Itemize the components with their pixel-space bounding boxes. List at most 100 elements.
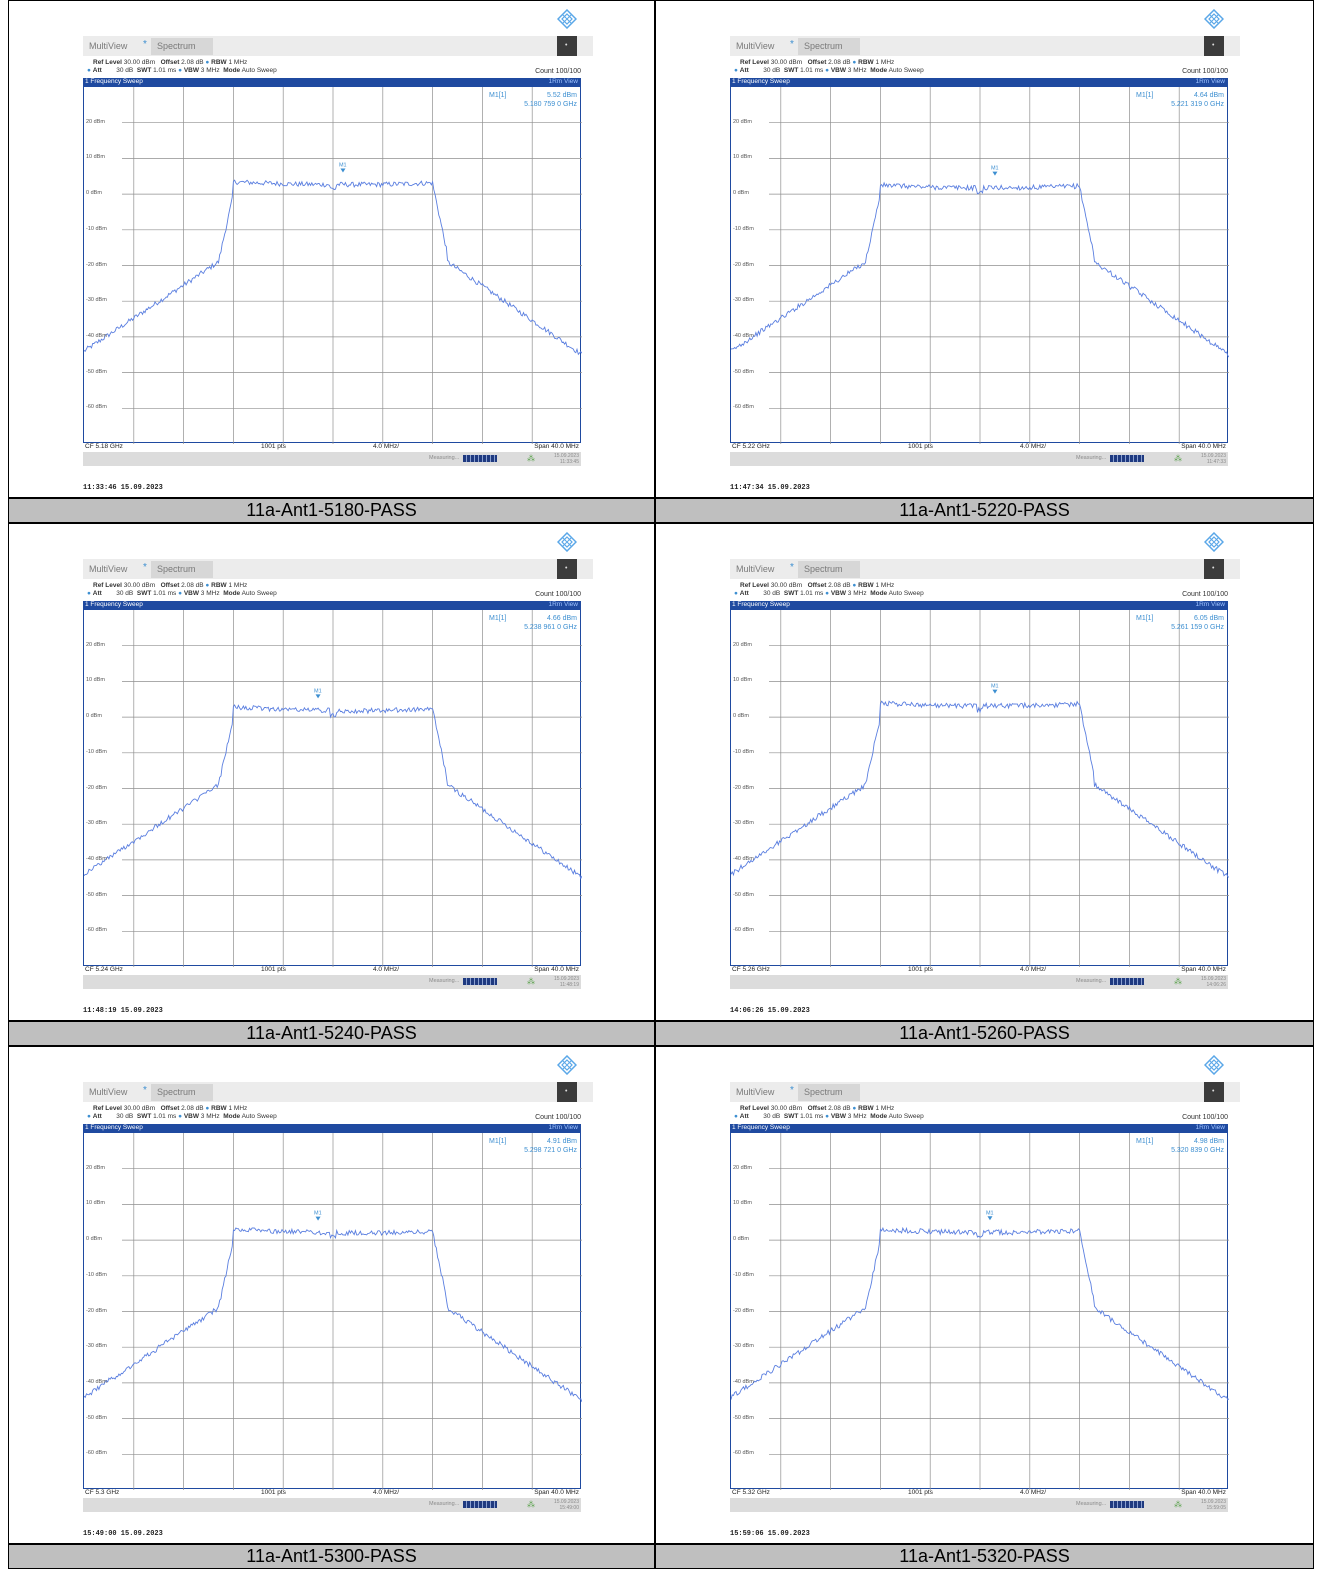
offset-label: Offset (160, 582, 180, 589)
y-tick-label: -10 dBm (733, 748, 754, 755)
panel-caption: 11a-Ant1-5220-PASS (655, 498, 1314, 523)
multiview-label[interactable]: MultiView (736, 41, 775, 51)
marker-frequency: 5.298 721 0 GHz (524, 1147, 577, 1154)
view-label: 1Rm View (548, 601, 578, 608)
y-tick-label: 20 dBm (733, 118, 752, 125)
multiview-label[interactable]: MultiView (736, 1087, 775, 1097)
center-frequency: CF 5.3 GHz (85, 1489, 120, 1496)
sweep-points: 1001 pts (261, 966, 286, 973)
vbw-value: 3 MHz (200, 1113, 220, 1120)
rs-logo-icon (1204, 9, 1224, 29)
span-value: Span 40.0 MHz (534, 443, 579, 450)
frequency-division: 4.0 MHz/ (1020, 443, 1047, 450)
y-tick-label: -40 dBm (86, 332, 107, 339)
multiview-label[interactable]: MultiView (89, 1087, 128, 1097)
marker-triangle (992, 171, 998, 176)
tab-spectrum[interactable]: Spectrum (151, 561, 213, 578)
menu-button[interactable]: • (1204, 559, 1224, 579)
rs-logo-icon (557, 532, 577, 552)
y-tick-label: -30 dBm (86, 297, 107, 304)
tab-spectrum[interactable]: Spectrum (798, 38, 860, 55)
y-tick-label: -20 dBm (733, 1307, 754, 1314)
network-icon: ⁂ (1174, 1500, 1182, 1509)
plot-area: M1 20 dBm 10 dBm 0 dBm -10 dBm -20 dBm -30 dB… (730, 86, 1229, 444)
multiview-label[interactable]: MultiView (736, 564, 775, 574)
bullet-icon: ● (178, 1113, 182, 1120)
sweep-count: Count 100/100 (535, 68, 581, 75)
rbw-value: 1 MHz (228, 1105, 248, 1112)
y-tick-label: -60 dBm (86, 927, 107, 934)
frequency-division: 4.0 MHz/ (373, 1489, 400, 1496)
sweep-title: 1 Frequency Sweep (732, 1124, 790, 1131)
spectrum-plot: M1 (731, 1133, 1229, 1490)
spectrum-trace (84, 704, 582, 880)
bullet-icon: ● (178, 67, 182, 74)
multiview-label[interactable]: MultiView (89, 564, 128, 574)
mode-label: Mode (870, 590, 888, 597)
panel-caption: 11a-Ant1-5240-PASS (8, 1021, 655, 1046)
status-time: 14:06:26 (1206, 982, 1226, 988)
mode-value: Auto Sweep (888, 67, 924, 74)
bullet-icon: ● (825, 67, 829, 74)
menu-button[interactable]: • (1204, 36, 1224, 56)
span-value: Span 40.0 MHz (1181, 966, 1226, 973)
status-bar: Measuring... ⁂ 15.09.2023 11:47:33 (730, 452, 1228, 466)
center-frequency: CF 5.24 GHz (85, 966, 123, 973)
att-value: 30 dB (763, 590, 781, 597)
tab-spectrum[interactable]: Spectrum (798, 561, 860, 578)
view-label: 1Rm View (1195, 1124, 1225, 1131)
spectrum-screenshot: MultiView * Spectrum • Ref Level 30.00 d… (83, 36, 593, 492)
y-tick-label: -20 dBm (86, 1307, 107, 1314)
menu-button[interactable]: • (557, 36, 577, 56)
status-time: 11:33:45 (559, 459, 579, 465)
mode-value: Auto Sweep (241, 67, 277, 74)
y-tick-label: -20 dBm (86, 784, 107, 791)
tab-spectrum[interactable]: Spectrum (798, 1084, 860, 1101)
offset-label: Offset (807, 1105, 827, 1112)
menu-button[interactable]: • (557, 559, 577, 579)
measuring-progress (1110, 455, 1144, 462)
tab-spectrum[interactable]: Spectrum (151, 1084, 213, 1101)
title-bar: MultiView * Spectrum • (730, 1082, 1240, 1102)
y-tick-label: 10 dBm (86, 677, 105, 684)
offset-label: Offset (807, 59, 827, 66)
mode-label: Mode (870, 1113, 888, 1120)
y-tick-label: -30 dBm (733, 297, 754, 304)
star-icon: * (790, 1085, 794, 1096)
rbw-label: RBW (211, 59, 227, 66)
center-frequency: CF 5.32 GHz (732, 1489, 770, 1496)
rbw-label: RBW (858, 59, 874, 66)
measuring-progress (463, 1501, 497, 1508)
y-tick-label: 10 dBm (733, 1200, 752, 1207)
sweep-header: 1 Frequency Sweep 1Rm View (83, 78, 581, 86)
spectrum-plot: M1 (731, 87, 1229, 444)
dot-icon: • (1212, 565, 1215, 572)
tab-spectrum[interactable]: Spectrum (151, 38, 213, 55)
plot-footer: CF 5.24 GHz 1001 pts 4.0 MHz/ Span 40.0 … (83, 966, 581, 974)
mode-label: Mode (223, 1113, 241, 1120)
plot-footer: CF 5.3 GHz 1001 pts 4.0 MHz/ Span 40.0 M… (83, 1489, 581, 1497)
settings-row-2: ● Att 30 dB SWT 1.01 ms ● VBW 3 MHz Mode… (87, 67, 277, 74)
measuring-progress (1110, 978, 1144, 985)
y-tick-label: -20 dBm (733, 261, 754, 268)
multiview-label[interactable]: MultiView (89, 41, 128, 51)
spectrum-plot: M1 (731, 610, 1229, 967)
y-tick-label: -10 dBm (86, 225, 107, 232)
screenshot-panel: MultiView * Spectrum • Ref Level 30.00 d… (8, 1046, 655, 1544)
center-frequency: CF 5.26 GHz (732, 966, 770, 973)
marker-frequency: 5.320 839 0 GHz (1171, 1147, 1224, 1154)
panel-caption: 11a-Ant1-5300-PASS (8, 1544, 655, 1569)
y-tick-label: -10 dBm (733, 225, 754, 232)
status-bar: Measuring... ⁂ 15.09.2023 15:49:00 (83, 1498, 581, 1512)
y-tick-label: -10 dBm (86, 748, 107, 755)
sweep-points: 1001 pts (261, 1489, 286, 1496)
ref-level-label: Ref Level (93, 582, 122, 589)
mode-value: Auto Sweep (241, 1113, 277, 1120)
spectrum-screenshot: MultiView * Spectrum • Ref Level 30.00 d… (730, 1082, 1240, 1538)
menu-button[interactable]: • (557, 1082, 577, 1102)
marker-tag: M1 (991, 166, 999, 172)
y-tick-label: -60 dBm (733, 404, 754, 411)
plot-footer: CF 5.26 GHz 1001 pts 4.0 MHz/ Span 40.0 … (730, 966, 1228, 974)
menu-button[interactable]: • (1204, 1082, 1224, 1102)
